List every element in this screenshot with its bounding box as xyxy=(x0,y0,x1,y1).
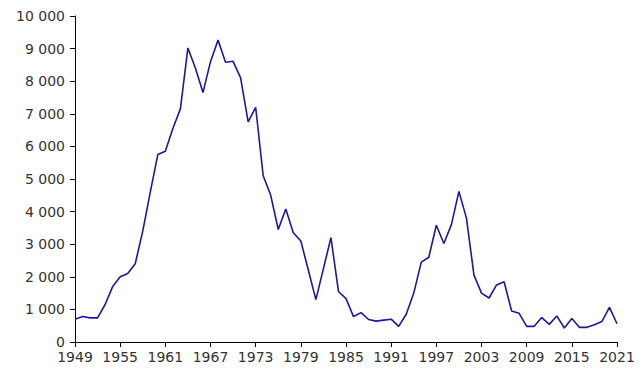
svg-text:1979: 1979 xyxy=(283,349,319,365)
svg-text:1955: 1955 xyxy=(102,349,138,365)
svg-text:2021: 2021 xyxy=(599,349,635,365)
svg-text:6 000: 6 000 xyxy=(25,138,65,154)
svg-text:0: 0 xyxy=(56,334,65,350)
svg-text:1973: 1973 xyxy=(238,349,274,365)
svg-text:10 000: 10 000 xyxy=(16,8,65,24)
svg-text:1961: 1961 xyxy=(148,349,184,365)
svg-text:2009: 2009 xyxy=(509,349,545,365)
svg-text:1 000: 1 000 xyxy=(25,301,65,317)
svg-text:2 000: 2 000 xyxy=(25,269,65,285)
svg-text:8 000: 8 000 xyxy=(25,73,65,89)
svg-text:2015: 2015 xyxy=(554,349,590,365)
svg-text:1985: 1985 xyxy=(328,349,364,365)
svg-text:9 000: 9 000 xyxy=(25,41,65,57)
svg-text:1991: 1991 xyxy=(373,349,409,365)
svg-text:3 000: 3 000 xyxy=(25,236,65,252)
svg-text:1949: 1949 xyxy=(57,349,93,365)
svg-text:2003: 2003 xyxy=(464,349,500,365)
svg-text:1997: 1997 xyxy=(419,349,455,365)
svg-text:1967: 1967 xyxy=(193,349,229,365)
svg-text:4 000: 4 000 xyxy=(25,204,65,220)
svg-text:7 000: 7 000 xyxy=(25,106,65,122)
svg-text:5 000: 5 000 xyxy=(25,171,65,187)
